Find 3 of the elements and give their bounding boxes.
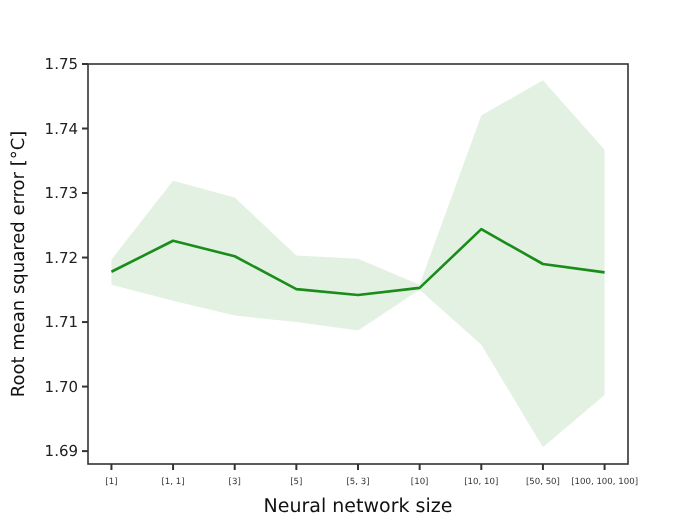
y-axis-title: Root mean squared error [°C] (10, 130, 30, 398)
x-axis-title: Neural network size (263, 496, 453, 518)
line-series (110, 227, 606, 297)
